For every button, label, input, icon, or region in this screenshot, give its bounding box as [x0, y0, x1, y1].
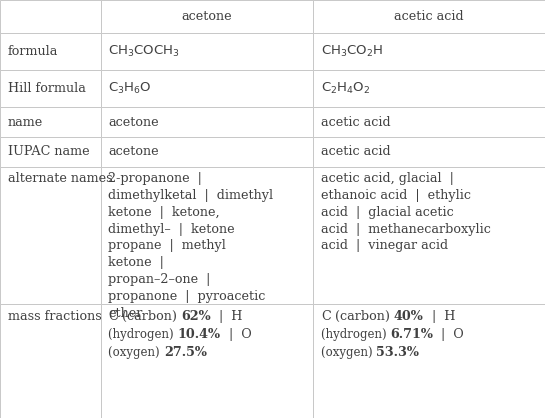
Text: (carbon): (carbon) [118, 310, 181, 323]
Text: alternate names: alternate names [8, 172, 112, 185]
Text: $\mathregular{C_3H_6O}$: $\mathregular{C_3H_6O}$ [108, 81, 152, 97]
Text: 6.71%: 6.71% [390, 328, 433, 341]
Text: $\mathregular{CH_3COCH_3}$: $\mathregular{CH_3COCH_3}$ [108, 44, 180, 59]
Bar [101, 70, 313, 107]
Bar [0, 0, 101, 33]
Text: acetone: acetone [108, 116, 159, 129]
Bar [0, 70, 101, 107]
Text: 53.3%: 53.3% [377, 346, 419, 359]
Text: mass fractions: mass fractions [8, 310, 101, 323]
Text: (oxygen): (oxygen) [108, 346, 164, 359]
Text: $\mathregular{C_2H_4O_2}$: $\mathregular{C_2H_4O_2}$ [321, 81, 371, 97]
Text: |  H: | H [423, 310, 455, 323]
Bar [0, 137, 101, 167]
Text: (carbon): (carbon) [331, 310, 393, 323]
Bar [313, 137, 545, 167]
Text: IUPAC name: IUPAC name [8, 145, 89, 158]
Bar [0, 167, 101, 304]
Bar [0, 107, 101, 137]
Text: C: C [108, 310, 118, 323]
Bar [0, 33, 101, 70]
Text: acetic acid, glacial  |
ethanoic acid  |  ethylic
acid  |  glacial acetic
acid  : acetic acid, glacial | ethanoic acid | e… [321, 172, 491, 252]
Bar [313, 107, 545, 137]
Text: acetic acid: acetic acid [395, 10, 464, 23]
Text: $\mathregular{CH_3CO_2H}$: $\mathregular{CH_3CO_2H}$ [321, 44, 383, 59]
Text: |  O: | O [433, 328, 464, 341]
Text: acetone: acetone [182, 10, 232, 23]
Bar [313, 70, 545, 107]
Bar [0, 304, 101, 418]
Text: 27.5%: 27.5% [164, 346, 207, 359]
Text: formula: formula [8, 45, 58, 58]
Text: name: name [8, 116, 43, 129]
Text: C: C [321, 310, 331, 323]
Text: (oxygen): (oxygen) [321, 346, 377, 359]
Bar [101, 137, 313, 167]
Text: acetone: acetone [108, 145, 159, 158]
Text: 2-propanone  |
dimethylketal  |  dimethyl
ketone  |  ketone,
dimethyl–  |  keton: 2-propanone | dimethylketal | dimethyl k… [108, 172, 274, 320]
Text: 62%: 62% [181, 310, 211, 323]
Bar [101, 33, 313, 70]
Bar [313, 167, 545, 304]
Bar [313, 33, 545, 70]
Bar [101, 107, 313, 137]
Bar [313, 304, 545, 418]
Bar [101, 0, 313, 33]
Text: 10.4%: 10.4% [178, 328, 221, 341]
Bar [101, 167, 313, 304]
Text: |  H: | H [211, 310, 242, 323]
Text: 40%: 40% [393, 310, 423, 323]
Text: acetic acid: acetic acid [321, 116, 391, 129]
Text: acetic acid: acetic acid [321, 145, 391, 158]
Text: (hydrogen): (hydrogen) [321, 328, 390, 341]
Text: |  O: | O [221, 328, 252, 341]
Bar [101, 304, 313, 418]
Bar [313, 0, 545, 33]
Text: Hill formula: Hill formula [8, 82, 86, 95]
Text: (hydrogen): (hydrogen) [108, 328, 178, 341]
